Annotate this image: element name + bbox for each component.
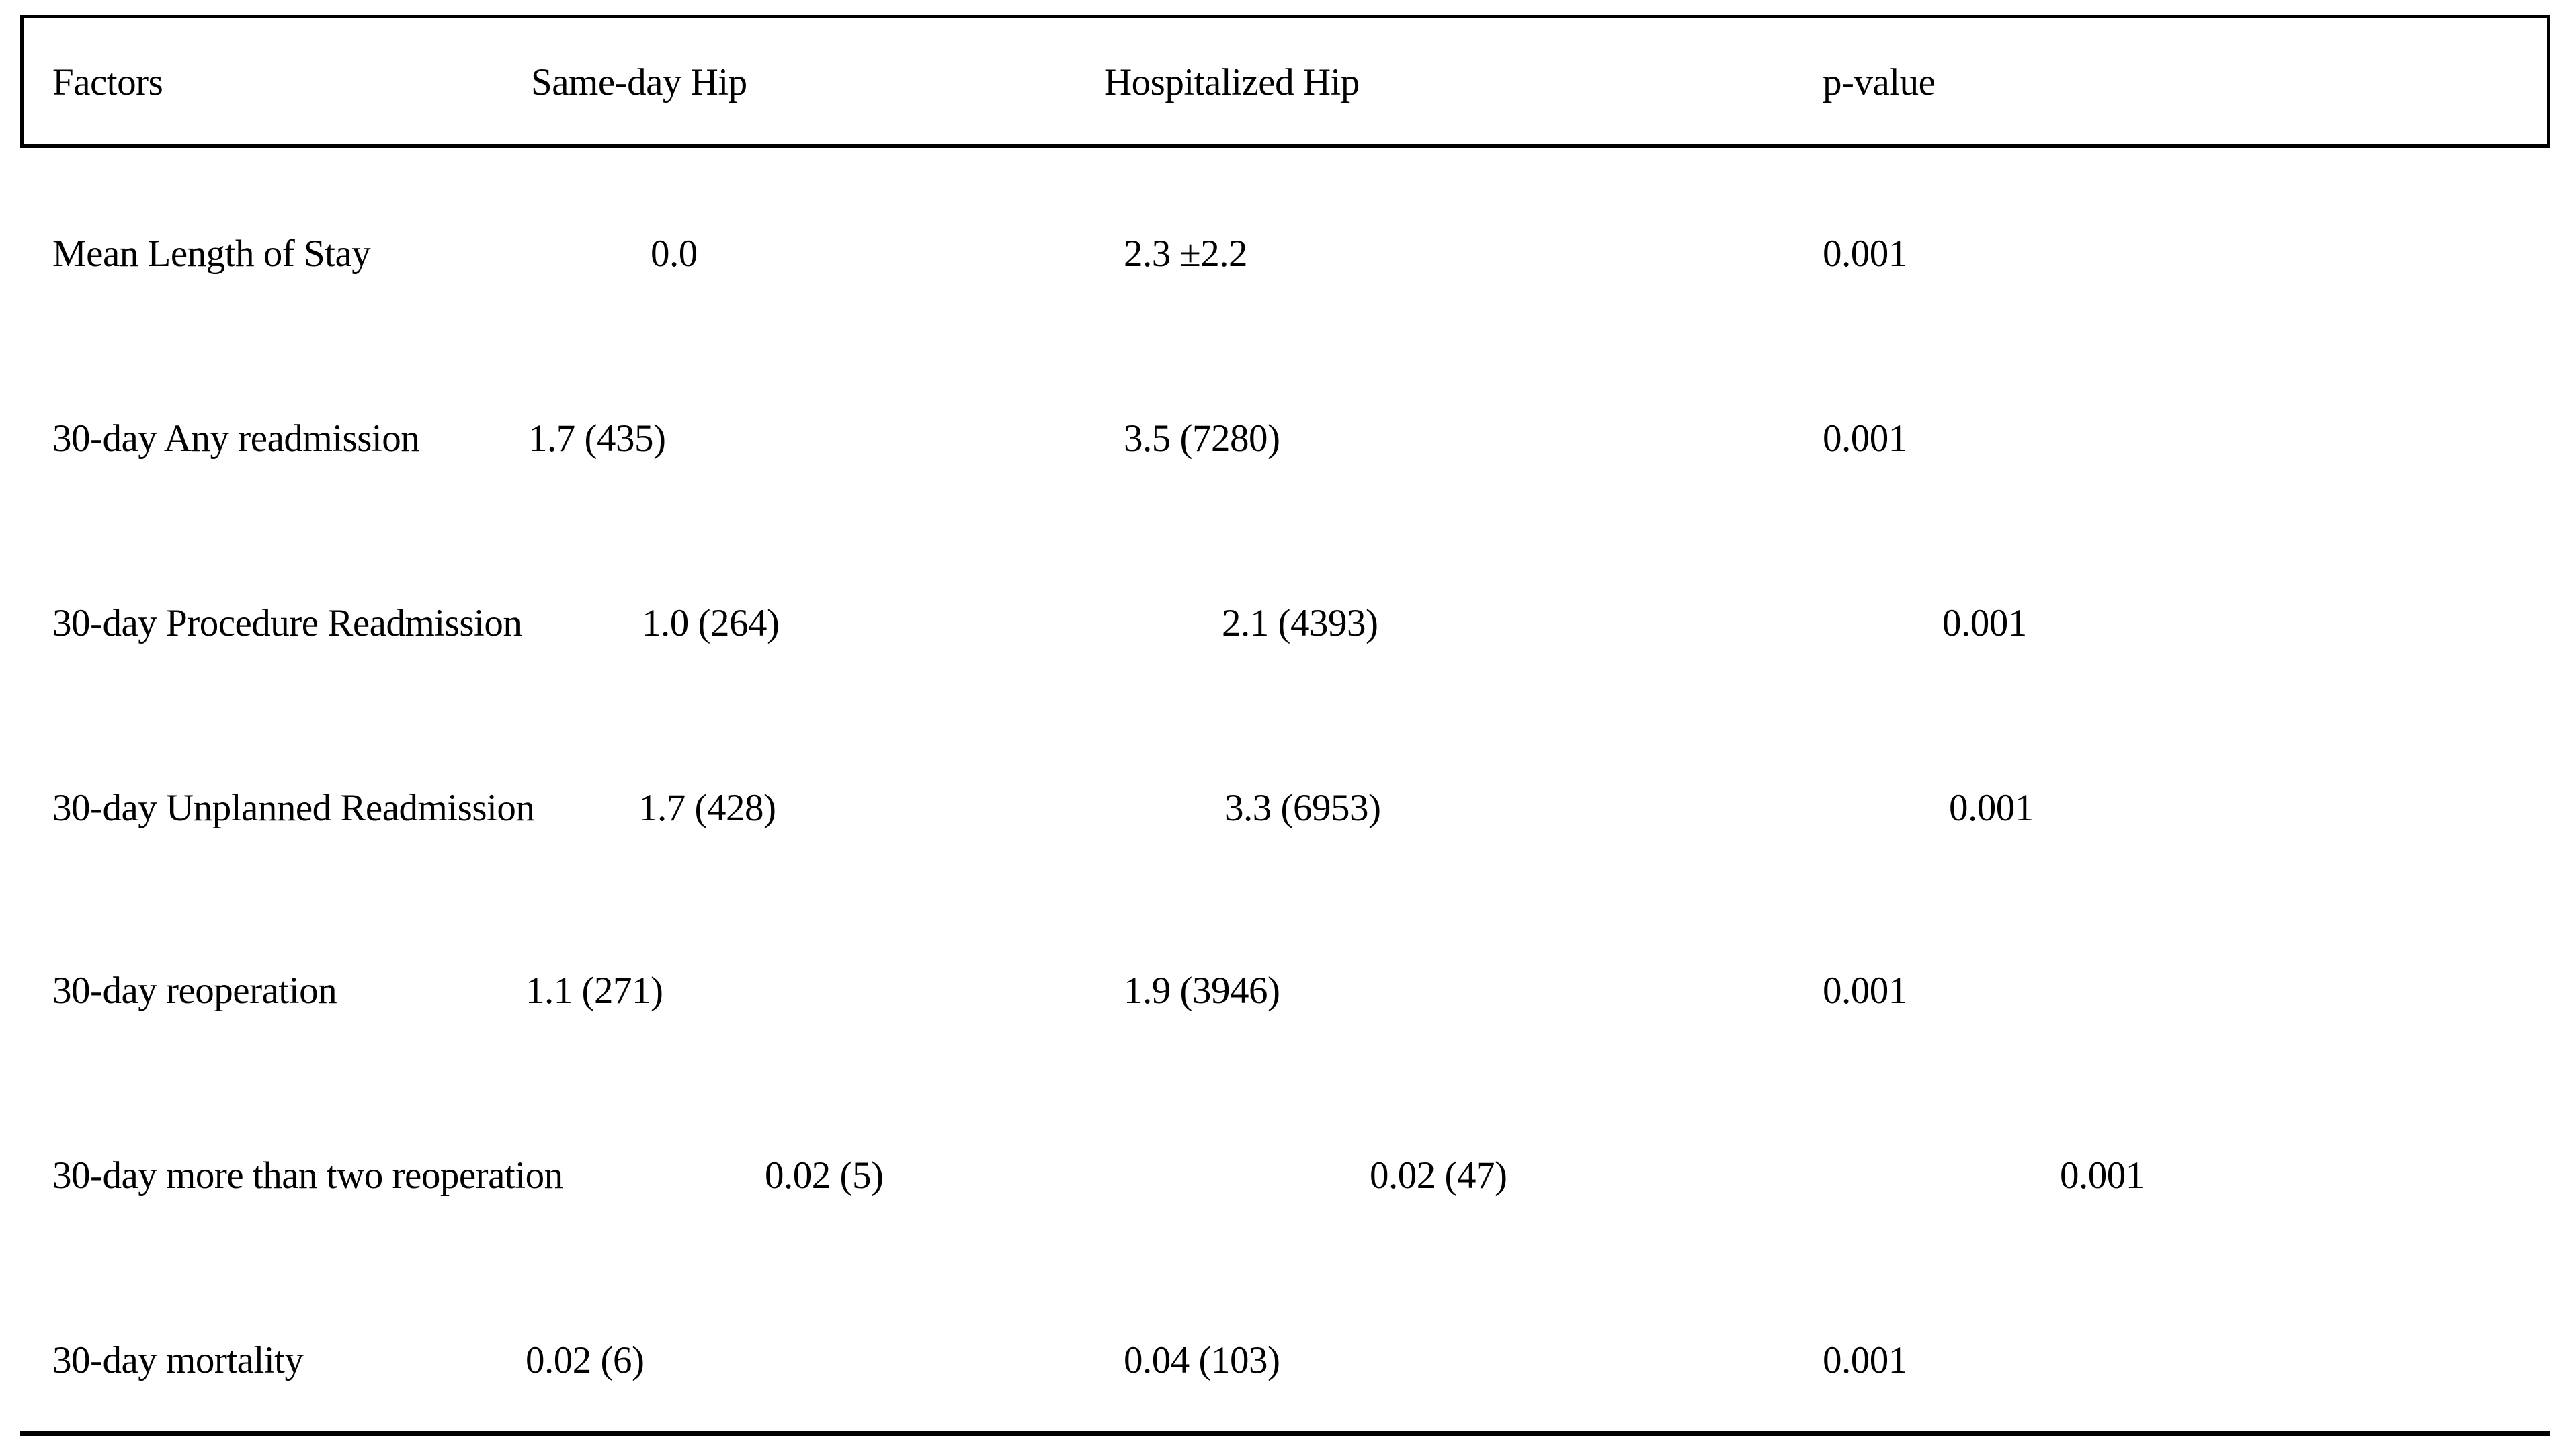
cell-p-value: 0.001 [1823, 970, 1907, 1012]
table-row: 30-day Unplanned Readmission 1.7 (428) 3… [0, 785, 2576, 833]
cell-hospitalized: 0.04 (103) [1124, 1339, 1280, 1381]
cell-hospitalized: 3.5 (7280) [1124, 417, 1280, 460]
cell-factor: 30-day Procedure Readmission [52, 602, 522, 644]
table-row: 30-day Procedure Readmission 1.0 (264) 2… [0, 600, 2576, 648]
header-cell-p-value: p-value [1823, 61, 1936, 103]
header-cell-hospitalized: Hospitalized Hip [1104, 61, 1360, 103]
cell-same-day: 1.7 (435) [528, 417, 666, 460]
cell-factor: Mean Length of Stay [52, 232, 371, 275]
table-row: 30-day mortality 0.02 (6) 0.04 (103) 0.0… [0, 1337, 2576, 1385]
cell-p-value: 0.001 [1949, 787, 2034, 829]
table-bottom-rule [20, 1431, 2550, 1436]
cell-same-day: 0.02 (5) [765, 1154, 884, 1197]
cell-factor: 30-day Unplanned Readmission [52, 787, 535, 829]
cell-hospitalized: 1.9 (3946) [1124, 970, 1280, 1012]
table-row: 30-day Any readmission 1.7 (435) 3.5 (72… [0, 415, 2576, 464]
cell-factor: 30-day Any readmission [52, 417, 420, 460]
header-cell-factors: Factors [52, 61, 163, 103]
cell-hospitalized: 0.02 (47) [1370, 1154, 1507, 1197]
cell-factor: 30-day reoperation [52, 970, 337, 1012]
cell-same-day: 1.1 (271) [526, 970, 663, 1012]
table-row: 30-day reoperation 1.1 (271) 1.9 (3946) … [0, 968, 2576, 1016]
cell-hospitalized: 3.3 (6953) [1224, 787, 1381, 829]
cell-factor: 30-day mortality [52, 1339, 304, 1381]
cell-same-day: 1.0 (264) [642, 602, 780, 644]
header-cell-same-day: Same-day Hip [531, 61, 747, 103]
cell-same-day: 0.0 [651, 232, 698, 275]
cell-p-value: 0.001 [1823, 1339, 1907, 1381]
cell-same-day: 1.7 (428) [638, 787, 776, 829]
cell-p-value: 0.001 [2060, 1154, 2145, 1197]
cell-hospitalized: 2.3 ±2.2 [1124, 232, 1248, 275]
cell-factor: 30-day more than two reoperation [52, 1154, 563, 1197]
cell-hospitalized: 2.1 (4393) [1222, 602, 1378, 644]
table-row: Mean Length of Stay 0.0 2.3 ±2.2 0.001 [0, 230, 2576, 279]
table-row: 30-day more than two reoperation 0.02 (5… [0, 1152, 2576, 1201]
cell-p-value: 0.001 [1823, 417, 1907, 460]
table-header-box [20, 15, 2550, 148]
cell-p-value: 0.001 [1942, 602, 2027, 644]
table-header-row: Factors Same-day Hip Hospitalized Hip p-… [0, 59, 2576, 108]
cell-p-value: 0.001 [1823, 232, 1907, 275]
cell-same-day: 0.02 (6) [526, 1339, 645, 1381]
